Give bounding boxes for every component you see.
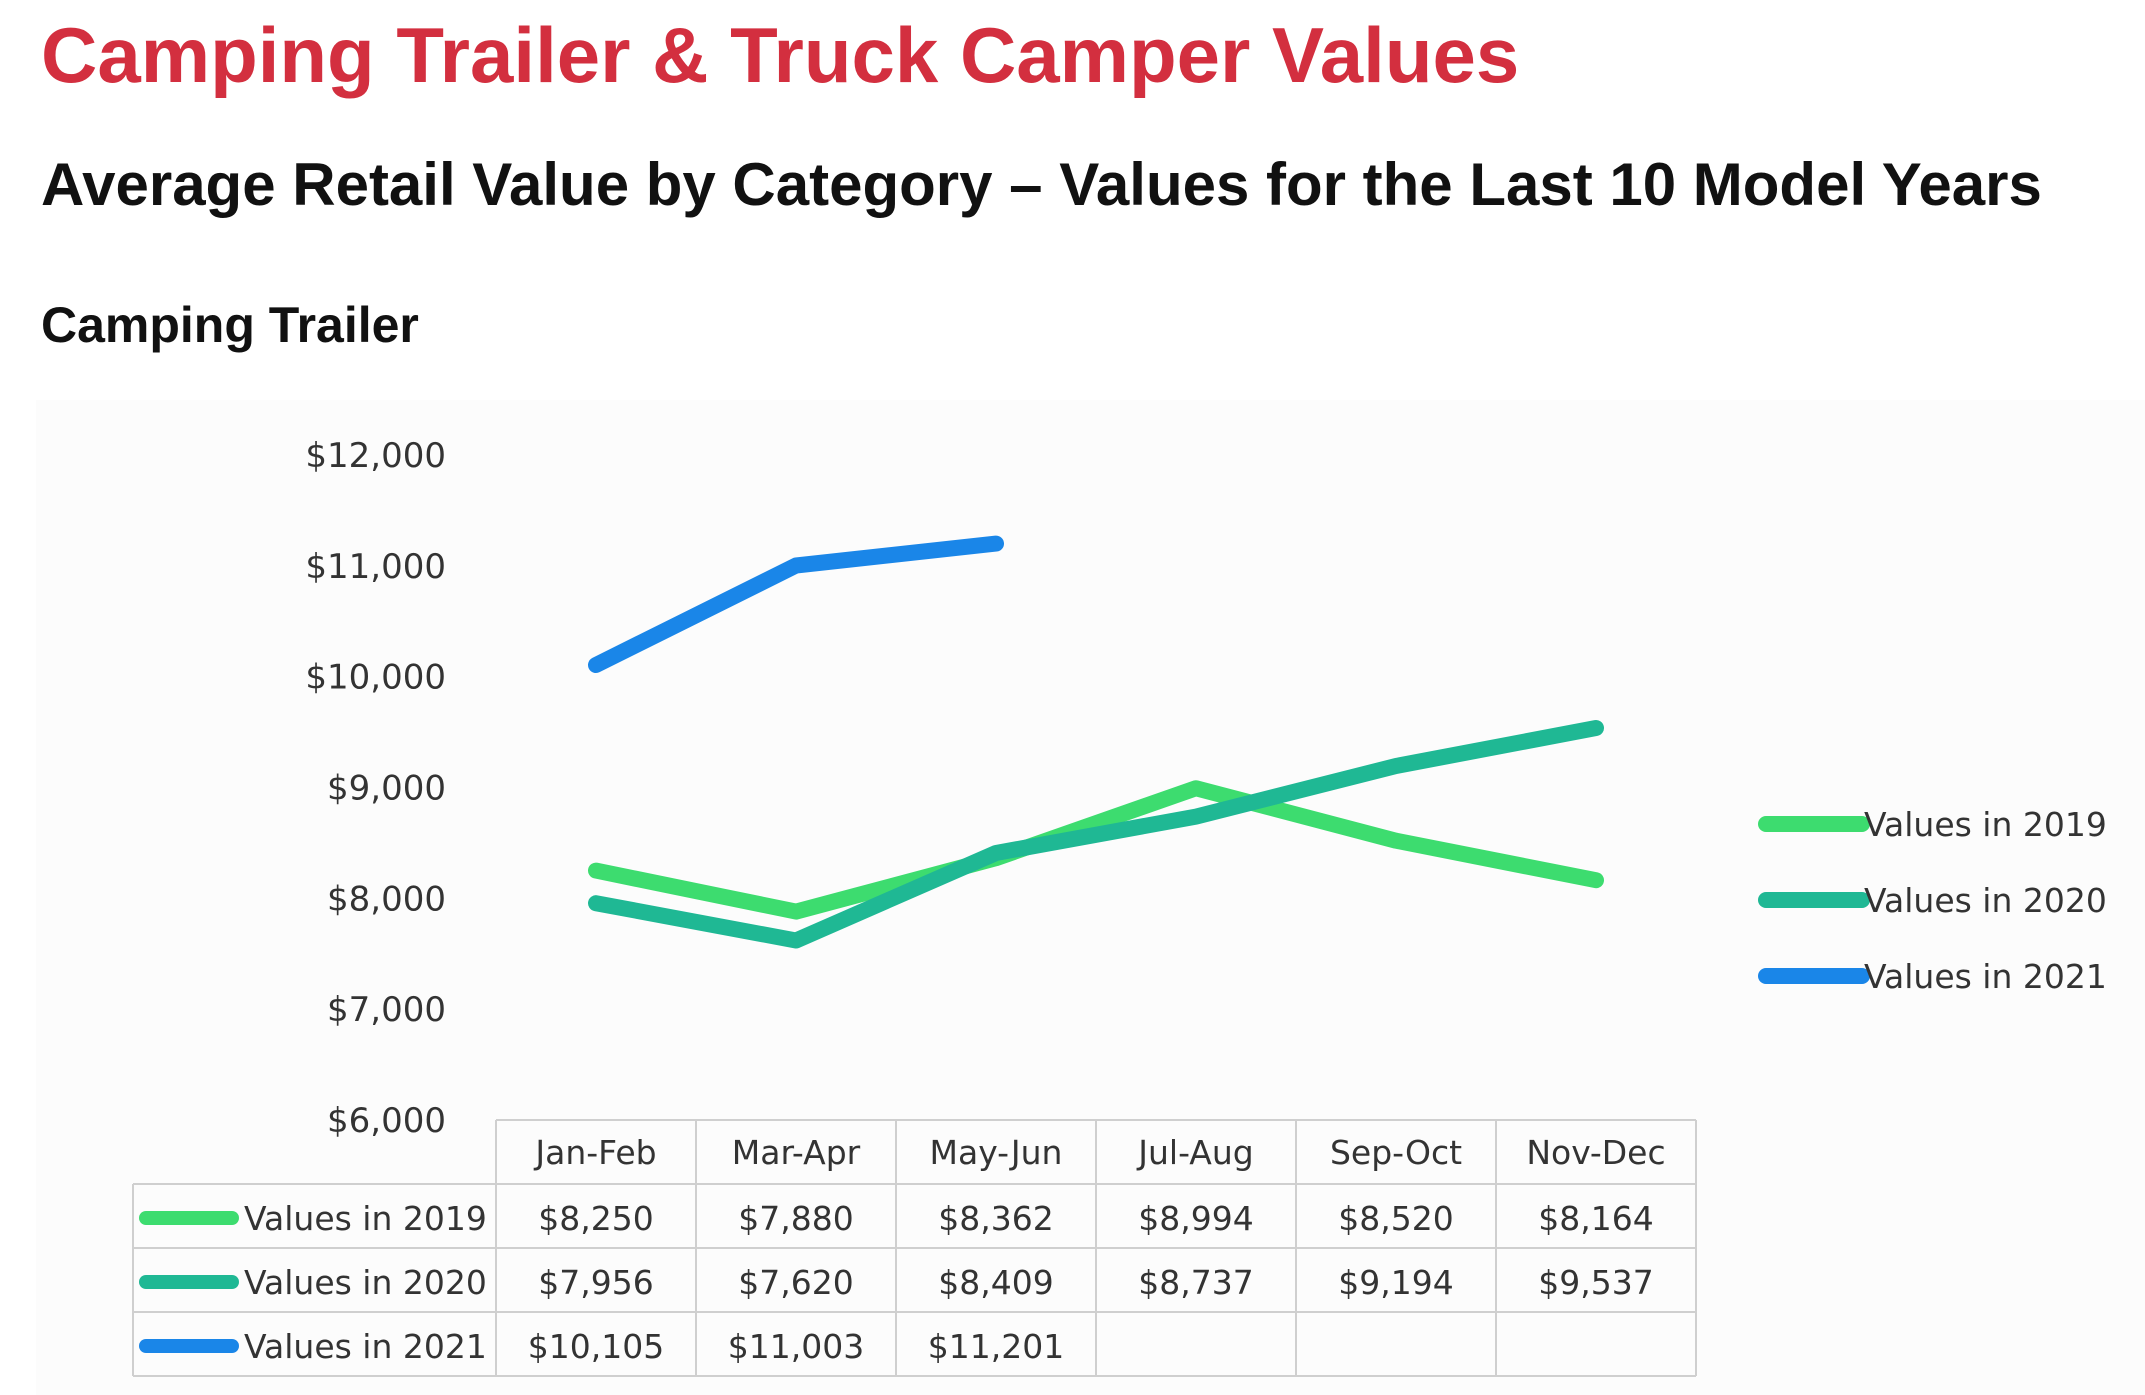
data-value: $9,194 [1338, 1263, 1453, 1302]
data-value: $9,537 [1538, 1263, 1653, 1302]
section-heading: Camping Trailer [41, 297, 419, 353]
y-tick-label: $6,000 [327, 1101, 446, 1141]
series-line-3 [588, 535, 1004, 673]
series-line-2 [588, 720, 1604, 949]
legend-label: Values in 2020 [1864, 881, 2107, 920]
data-value: $8,250 [538, 1199, 653, 1238]
data-value: $8,362 [938, 1199, 1053, 1238]
data-value: $11,003 [728, 1327, 864, 1366]
x-category-label: Jan-Feb [533, 1133, 656, 1172]
table-series-name: Values in 2021 [244, 1327, 487, 1366]
data-value: $8,409 [938, 1263, 1053, 1302]
table-series-name: Values in 2020 [244, 1263, 487, 1302]
chart-svg: $6,000 $7,000 $8,000 $9,000 $10,000 $11,000 $1… [132, 436, 2107, 1377]
series-line-1 [588, 780, 1604, 920]
data-value: $7,620 [738, 1263, 853, 1302]
x-category-label: May-Jun [930, 1133, 1063, 1172]
y-tick-label: $10,000 [305, 658, 446, 698]
y-tick-label: $11,000 [305, 547, 446, 587]
data-value: $11,201 [928, 1327, 1064, 1366]
table-series-name: Values in 2019 [244, 1199, 487, 1238]
legend-label: Values in 2019 [1864, 805, 2107, 844]
data-value: $7,880 [738, 1199, 853, 1238]
page-title: Camping Trailer & Truck Camper Values [41, 11, 1520, 99]
data-value: $7,956 [538, 1263, 653, 1302]
line-chart: $6,000 $7,000 $8,000 $9,000 $10,000 $11,000 $1… [36, 400, 2145, 1395]
x-category-label: Nov-Dec [1526, 1133, 1665, 1172]
y-tick-label: $7,000 [327, 990, 446, 1030]
data-value: $8,737 [1138, 1263, 1253, 1302]
x-category-label: Mar-Apr [732, 1133, 861, 1172]
x-category-label: Jul-Aug [1136, 1133, 1253, 1172]
data-value: $10,105 [528, 1327, 664, 1366]
page-subtitle: Average Retail Value by Category – Value… [41, 151, 2042, 218]
data-value: $8,520 [1338, 1199, 1453, 1238]
y-tick-label: $12,000 [305, 436, 446, 476]
data-value: $8,164 [1538, 1199, 1653, 1238]
legend-label: Values in 2021 [1864, 957, 2107, 996]
data-value: $8,994 [1138, 1199, 1253, 1238]
x-category-label: Sep-Oct [1330, 1133, 1462, 1172]
y-tick-label: $9,000 [327, 769, 446, 809]
y-tick-label: $8,000 [327, 879, 446, 919]
